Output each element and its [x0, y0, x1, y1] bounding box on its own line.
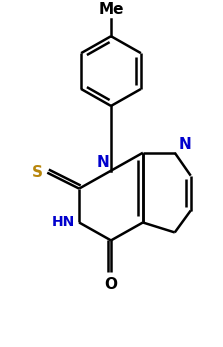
Text: Me: Me	[98, 2, 124, 17]
Text: N: N	[178, 137, 191, 152]
Text: O: O	[105, 277, 118, 292]
Text: HN: HN	[52, 215, 75, 229]
Text: S: S	[32, 165, 43, 180]
Text: N: N	[97, 155, 109, 170]
